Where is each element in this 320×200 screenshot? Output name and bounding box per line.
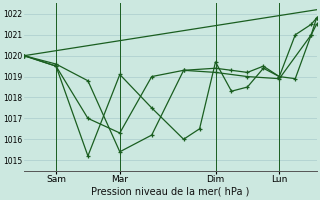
X-axis label: Pression niveau de la mer( hPa ): Pression niveau de la mer( hPa ) [91, 187, 250, 197]
